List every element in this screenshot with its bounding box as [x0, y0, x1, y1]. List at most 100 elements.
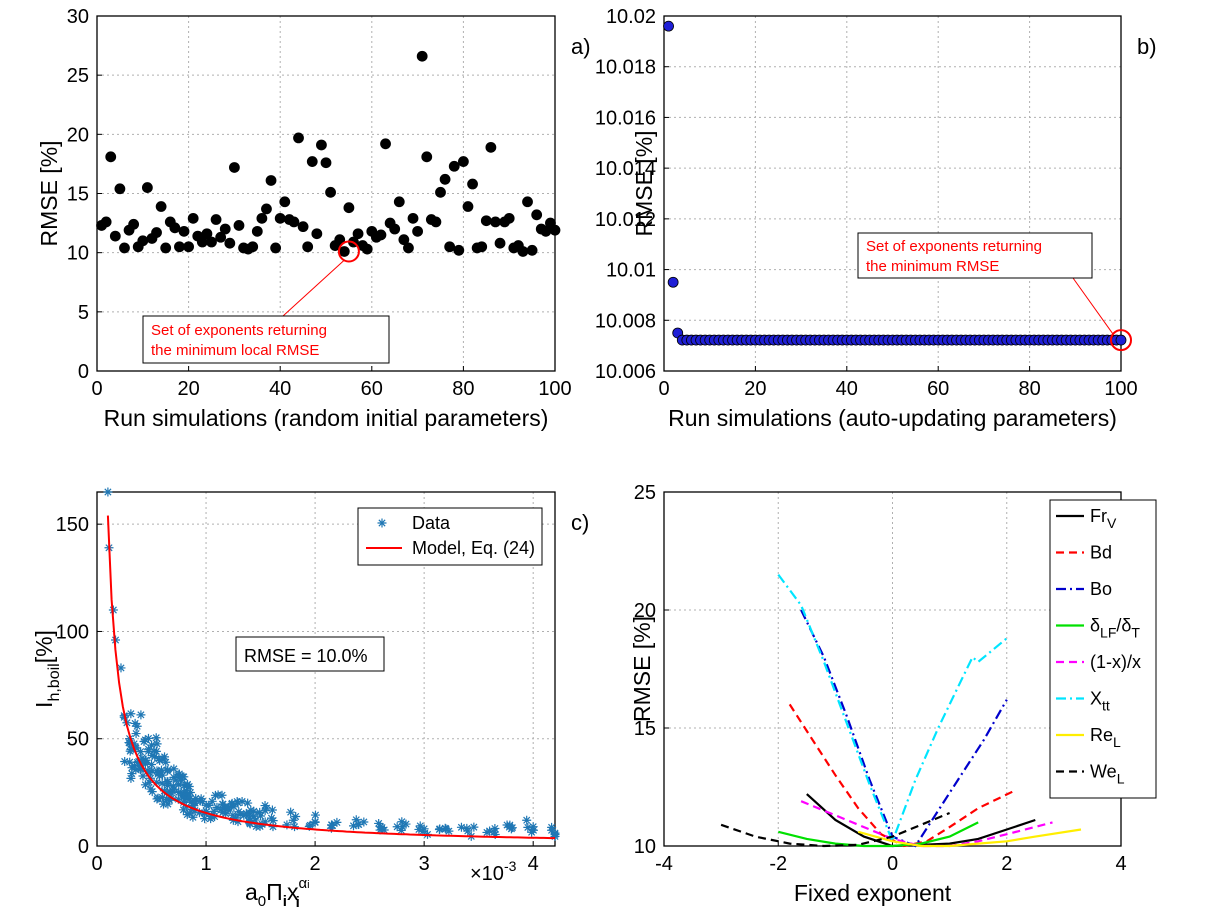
- x-tick-label: 40: [269, 378, 291, 400]
- data-point: [100, 216, 112, 228]
- annotation-arrow: [1072, 277, 1114, 335]
- data-point: [126, 709, 136, 719]
- legend-name: (1-x)/x: [1090, 652, 1141, 672]
- data-point: [397, 822, 407, 832]
- plot-frame: [663, 15, 1122, 372]
- data-point: [150, 751, 160, 761]
- data-point: [504, 822, 514, 832]
- y-tick-label: 20: [67, 124, 89, 146]
- annotation-box: [857, 232, 1093, 279]
- data-point: [327, 820, 337, 830]
- panel-letter: a): [571, 34, 591, 59]
- legend-name: Fr: [1090, 506, 1107, 526]
- data-point: [343, 202, 355, 214]
- data-point: [523, 822, 533, 832]
- y-tick-label: 25: [634, 482, 656, 504]
- data-point: [188, 801, 198, 811]
- data-point: [291, 812, 301, 822]
- data-point: [430, 216, 442, 228]
- y-tick-label: 10.018: [595, 57, 656, 79]
- data-point: [251, 225, 263, 237]
- x-tick-label: 2: [1001, 853, 1012, 875]
- x-tick-label: 0: [887, 853, 898, 875]
- data-point: [132, 721, 142, 731]
- data-point: [151, 733, 161, 743]
- data-point: [105, 151, 117, 163]
- x-label-part: Π: [266, 879, 283, 905]
- data-point: [185, 808, 195, 818]
- x-tick-label: 20: [744, 378, 766, 400]
- data-point: [419, 824, 429, 834]
- data-point: [137, 753, 147, 763]
- data-point: [126, 744, 136, 754]
- data-point: [435, 824, 445, 834]
- data-point: [251, 821, 261, 831]
- data-point: [151, 746, 161, 756]
- data-point: [157, 792, 167, 802]
- data-point: [152, 739, 162, 749]
- legend-name: X: [1090, 689, 1102, 709]
- data-point: [268, 816, 278, 826]
- data-point: [219, 223, 231, 235]
- data-point: [178, 225, 190, 237]
- data-point: [279, 196, 291, 208]
- data-point: [288, 216, 300, 228]
- data-point: [389, 223, 401, 235]
- data-point: [201, 228, 213, 240]
- x-tick-label: 4: [528, 853, 539, 875]
- data-point: [136, 710, 146, 720]
- data-point: [398, 234, 410, 246]
- data-point: [485, 141, 497, 153]
- data-point: [179, 797, 189, 807]
- y-tick-label: 5: [78, 302, 89, 324]
- x-tick-label: 3: [419, 853, 430, 875]
- x-axis-label: Run simulations (random initial paramete…: [104, 405, 549, 431]
- legend-sub: tt: [1102, 698, 1110, 714]
- series-line: [800, 609, 1008, 848]
- data-point: [288, 815, 298, 825]
- data-point: [489, 827, 499, 837]
- data-point: [467, 178, 478, 190]
- data-point: [233, 798, 243, 808]
- rmse-text: RMSE = 10.0%: [244, 646, 368, 666]
- data-point: [549, 224, 561, 236]
- x-axis-label: Fixed exponent: [794, 880, 952, 906]
- y-label-base: I: [31, 702, 57, 708]
- x-tick-label: 20: [177, 378, 199, 400]
- y-tick-label: 10.012: [595, 209, 656, 231]
- data-point: [290, 822, 300, 832]
- panel-d-lines: [720, 573, 1082, 848]
- data-point: [444, 826, 454, 836]
- data-point: [182, 810, 192, 820]
- data-point: [147, 740, 157, 750]
- data-point: [218, 807, 228, 817]
- data-point: [156, 765, 166, 775]
- x-tick-label: 100: [538, 378, 571, 400]
- panel-letter: b): [1137, 34, 1157, 59]
- data-point: [260, 806, 270, 816]
- data-point: [162, 794, 172, 804]
- data-point: [453, 244, 465, 256]
- data-point: [482, 827, 492, 837]
- data-point: [152, 794, 162, 804]
- data-point: [418, 827, 428, 837]
- y-tick-label: 0: [78, 836, 89, 858]
- data-point: [667, 276, 679, 288]
- data-point: [457, 156, 469, 167]
- data-point: [249, 806, 259, 816]
- annotation-box: [142, 315, 390, 364]
- data-point: [494, 237, 506, 249]
- data-point: [136, 747, 146, 757]
- data-point: [311, 228, 323, 240]
- data-point: [137, 235, 149, 247]
- data-point: [353, 819, 363, 829]
- x-tick-label: 40: [836, 378, 858, 400]
- data-point: [444, 241, 456, 253]
- legend-label: Data: [412, 513, 451, 533]
- data-point: [155, 771, 165, 781]
- data-point: [462, 823, 472, 833]
- legend-name: Bo: [1090, 579, 1112, 599]
- data-point: [165, 795, 175, 805]
- data-point: [325, 186, 336, 198]
- legend-sub: L: [1113, 734, 1121, 750]
